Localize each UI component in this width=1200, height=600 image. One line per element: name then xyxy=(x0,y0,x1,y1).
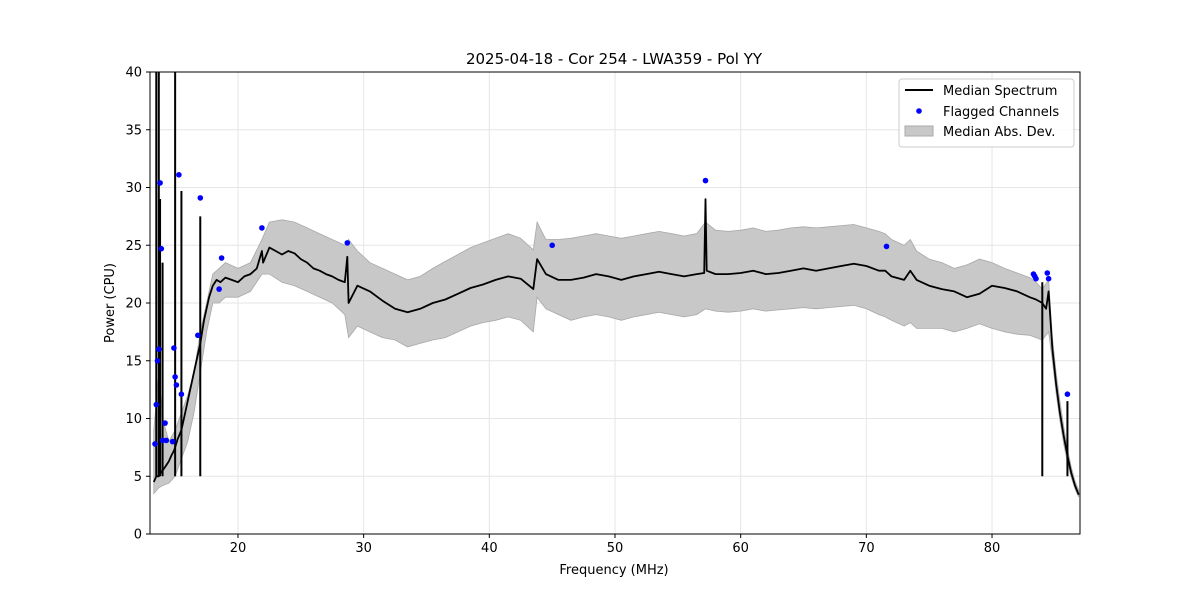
x-tick-label: 40 xyxy=(481,541,498,556)
mad-area-layer xyxy=(153,219,1080,498)
flagged-channel-point xyxy=(197,195,204,201)
legend-area-swatch xyxy=(904,125,934,137)
y-tick-label: 25 xyxy=(125,239,142,254)
flagged-channel-point xyxy=(173,382,180,388)
x-tick-label: 80 xyxy=(984,541,1001,556)
y-tick-label: 5 xyxy=(134,470,142,485)
y-tick-label: 0 xyxy=(134,528,142,543)
mad-area xyxy=(153,219,1080,498)
y-axis-label: Power (CPU) xyxy=(103,263,118,343)
x-tick-label: 20 xyxy=(230,541,247,556)
flagged-channel-point xyxy=(176,172,182,178)
flagged-channel-point xyxy=(172,374,178,380)
flagged-points-layer xyxy=(152,172,1071,447)
flagged-channel-point xyxy=(152,441,158,447)
legend: Median Spectrum Flagged Channels Median … xyxy=(898,78,1075,148)
legend-box xyxy=(898,78,1075,148)
flagged-channel-point xyxy=(162,420,168,426)
legend-flagged-label: Flagged Channels xyxy=(943,105,1059,120)
flagged-channel-point xyxy=(1033,275,1039,282)
y-tick-label: 40 xyxy=(125,66,142,81)
flagged-channel-point xyxy=(259,225,265,231)
flagged-channel-point xyxy=(153,401,160,408)
y-tick-label: 30 xyxy=(125,181,142,196)
flagged-channel-point xyxy=(154,358,161,364)
flagged-channel-point xyxy=(344,240,351,246)
flagged-channel-point xyxy=(171,345,177,351)
median-spectrum-line xyxy=(152,198,1080,496)
flagged-channel-point xyxy=(218,255,225,261)
flagged-channel-point xyxy=(1045,275,1052,282)
flagged-channel-point xyxy=(163,437,170,444)
flagged-channel-point xyxy=(1044,270,1051,276)
flagged-channel-point xyxy=(158,245,165,252)
flagged-channel-point xyxy=(169,438,176,445)
flagged-channel-point xyxy=(549,242,555,249)
flagged-channel-point xyxy=(178,391,185,398)
x-tick-label: 60 xyxy=(732,541,749,556)
flagged-channel-point xyxy=(195,332,201,339)
chart-title: 2025-04-18 - Cor 254 - LWA359 - Pol YY xyxy=(466,50,763,68)
y-tick-label: 15 xyxy=(125,354,142,369)
x-tick-label: 30 xyxy=(355,541,372,556)
flagged-channel-point xyxy=(1064,391,1071,398)
legend-mad-label: Median Abs. Dev. xyxy=(943,125,1055,140)
y-tick-label: 10 xyxy=(125,412,142,427)
x-tick-label: 70 xyxy=(858,541,875,556)
median-line-layer xyxy=(152,72,1080,496)
y-tick-label: 35 xyxy=(125,123,142,138)
flagged-channel-point xyxy=(883,243,890,250)
x-tick-label: 50 xyxy=(607,541,624,556)
flagged-channel-point xyxy=(216,286,222,292)
x-axis-ticks: 20 30 40 50 60 70 80 xyxy=(230,534,1001,556)
legend-median-label: Median Spectrum xyxy=(943,84,1057,99)
flagged-channel-point xyxy=(157,180,163,186)
y-axis-ticks: 0 5 10 15 20 25 30 35 40 xyxy=(125,66,150,543)
flagged-channel-point xyxy=(702,177,709,184)
x-axis-label: Frequency (MHz) xyxy=(559,563,668,578)
y-tick-label: 20 xyxy=(125,297,142,312)
flagged-channel-point xyxy=(156,346,162,353)
legend-point-swatch xyxy=(916,108,922,114)
